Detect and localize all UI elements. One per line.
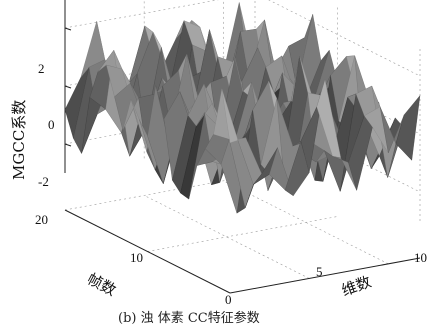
grid-line — [223, 180, 389, 265]
dim-tick-label: 5 — [316, 264, 323, 279]
axis-line — [64, 27, 72, 31]
axes — [64, 0, 421, 294]
grid-line — [144, 195, 310, 279]
z-tick-label: 0 — [48, 117, 55, 132]
surface-mesh — [64, 2, 421, 214]
dim-tick-label: 10 — [414, 250, 427, 265]
figure-caption: (b) 浊 体素 CC特征参数 — [118, 310, 260, 326]
frame-tick-label: 10 — [130, 250, 143, 265]
axis-line — [64, 143, 72, 147]
z-tick-label: 2 — [38, 61, 45, 76]
grid-line — [64, 0, 219, 29]
surface-patch — [395, 95, 421, 161]
grid-line — [147, 216, 338, 252]
grid-line — [64, 174, 256, 211]
z-axis-label: MGCC系数 — [10, 100, 28, 180]
dim-axis-label: 维数 — [339, 273, 373, 300]
grid-line — [268, 0, 421, 77]
axis-line — [229, 257, 421, 294]
axis-line — [64, 85, 72, 89]
frame-tick-label: 20 — [35, 212, 48, 227]
frame-axis-label: 帧数 — [84, 270, 119, 300]
z-tick-label: -2 — [38, 174, 49, 189]
frame-tick-label: 0 — [225, 292, 232, 307]
axis-line — [64, 209, 231, 294]
